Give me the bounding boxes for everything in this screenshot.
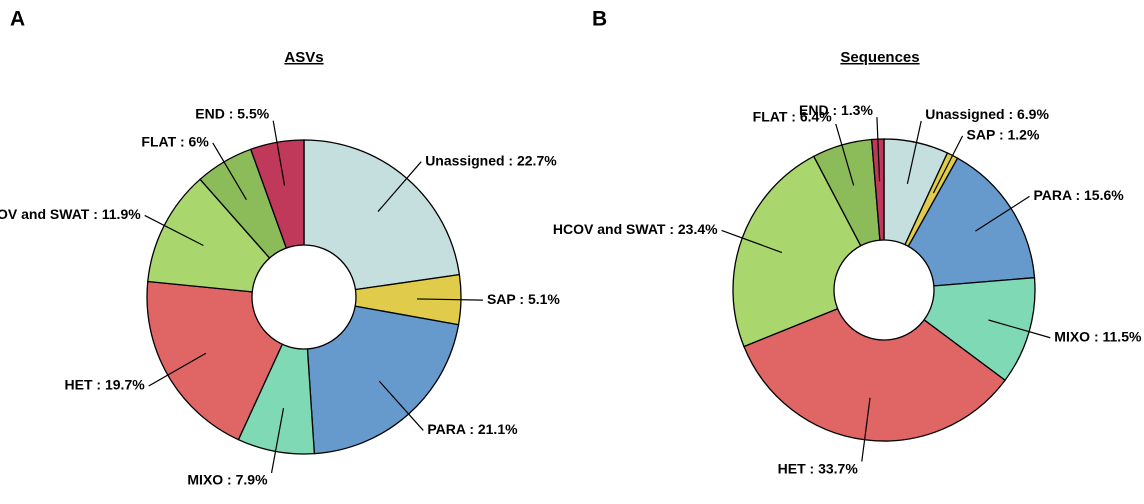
slice-label: SAP : 5.1% xyxy=(487,291,560,307)
donut-hole xyxy=(251,244,357,350)
leader-line xyxy=(377,161,422,212)
slice-label: FLAT : 6% xyxy=(141,134,209,150)
slice-label: END : 5.5% xyxy=(195,105,269,121)
slice-label: HET : 19.7% xyxy=(65,377,146,393)
leader-line xyxy=(417,298,483,301)
slice-label: MIXO : 11.5% xyxy=(1054,328,1142,344)
slice-label: FLAT : 6.4% xyxy=(753,109,833,125)
slice-label: Unassigned : 22.7% xyxy=(425,152,557,168)
leader-line xyxy=(975,195,1030,232)
leader-line xyxy=(721,229,783,254)
leader-line xyxy=(270,408,285,474)
leader-line xyxy=(144,214,204,247)
slice-label: PARA : 21.1% xyxy=(427,421,518,437)
slice-label: MIXO : 7.9% xyxy=(187,472,268,488)
donut-hole xyxy=(833,239,935,341)
leader-line xyxy=(835,123,855,186)
leader-line xyxy=(212,142,247,201)
slice-label: HCOV and SWAT : 23.4% xyxy=(553,221,718,237)
leader-line xyxy=(148,352,207,387)
slice-label: END : 1.3% xyxy=(799,102,873,118)
slice-label: PARA : 15.6% xyxy=(1033,187,1124,203)
panel-letter: B xyxy=(592,8,607,31)
slice-label: SAP : 1.2% xyxy=(967,127,1040,143)
chart-title: Sequences xyxy=(840,49,919,66)
leader-line xyxy=(378,380,424,431)
slice-label: Unassigned : 6.9% xyxy=(925,106,1049,122)
leader-line xyxy=(932,135,964,194)
chart-title: ASVs xyxy=(284,49,323,66)
leader-line xyxy=(906,120,922,184)
slice-label: HCOV and SWAT : 11.9% xyxy=(0,206,141,222)
leader-line xyxy=(876,117,881,182)
slice-label: HET : 33.7% xyxy=(778,460,859,476)
leader-line xyxy=(861,397,871,462)
leader-line xyxy=(272,120,286,186)
panel-letter: A xyxy=(10,8,25,31)
leader-line xyxy=(988,319,1051,339)
